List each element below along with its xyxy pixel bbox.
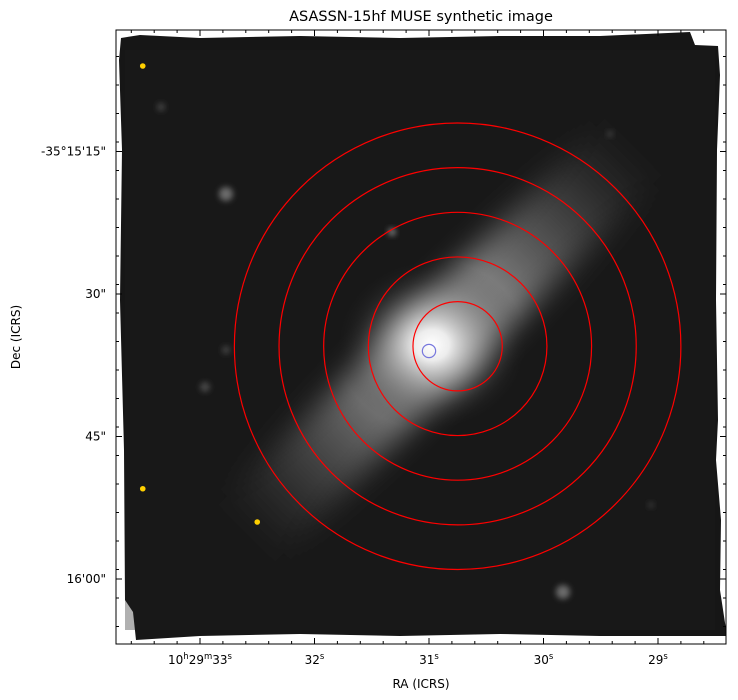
- x-tick-label: 31s: [419, 652, 439, 667]
- faint-source: [607, 131, 613, 137]
- aperture-ring-5: [233, 122, 682, 571]
- faint-source: [222, 346, 230, 354]
- point-source-3: [254, 519, 261, 525]
- faint-source: [219, 187, 233, 201]
- x-tick-label: 29s: [648, 652, 668, 667]
- y-tick-label: 30": [85, 287, 106, 301]
- faint-source: [157, 103, 165, 111]
- x-tick-label: 10h29m33s: [168, 652, 233, 667]
- aperture-ring-4: [278, 167, 637, 526]
- target-marker: [421, 343, 437, 359]
- aperture-ring-1: [412, 301, 503, 392]
- aperture-ring-2: [367, 256, 548, 437]
- x-axis-label: RA (ICRS): [392, 677, 449, 691]
- x-tick-label: 32s: [305, 652, 325, 667]
- faint-source: [200, 382, 210, 392]
- point-source-2: [139, 485, 146, 492]
- chart-title: ASASSN-15hf MUSE synthetic image: [289, 9, 553, 25]
- y-tick-label: -35°15'15": [41, 145, 106, 159]
- y-tick-label: 16'00": [67, 572, 106, 586]
- faint-source: [648, 502, 654, 508]
- point-source-1: [139, 63, 146, 69]
- y-axis-label: Dec (ICRS): [9, 305, 23, 369]
- y-tick-label: 45": [85, 430, 106, 444]
- faint-source: [556, 585, 570, 599]
- plot-frame: [115, 29, 727, 645]
- aperture-ring-3: [323, 211, 593, 481]
- image-area: [116, 30, 726, 644]
- x-tick-label: 30s: [534, 652, 554, 667]
